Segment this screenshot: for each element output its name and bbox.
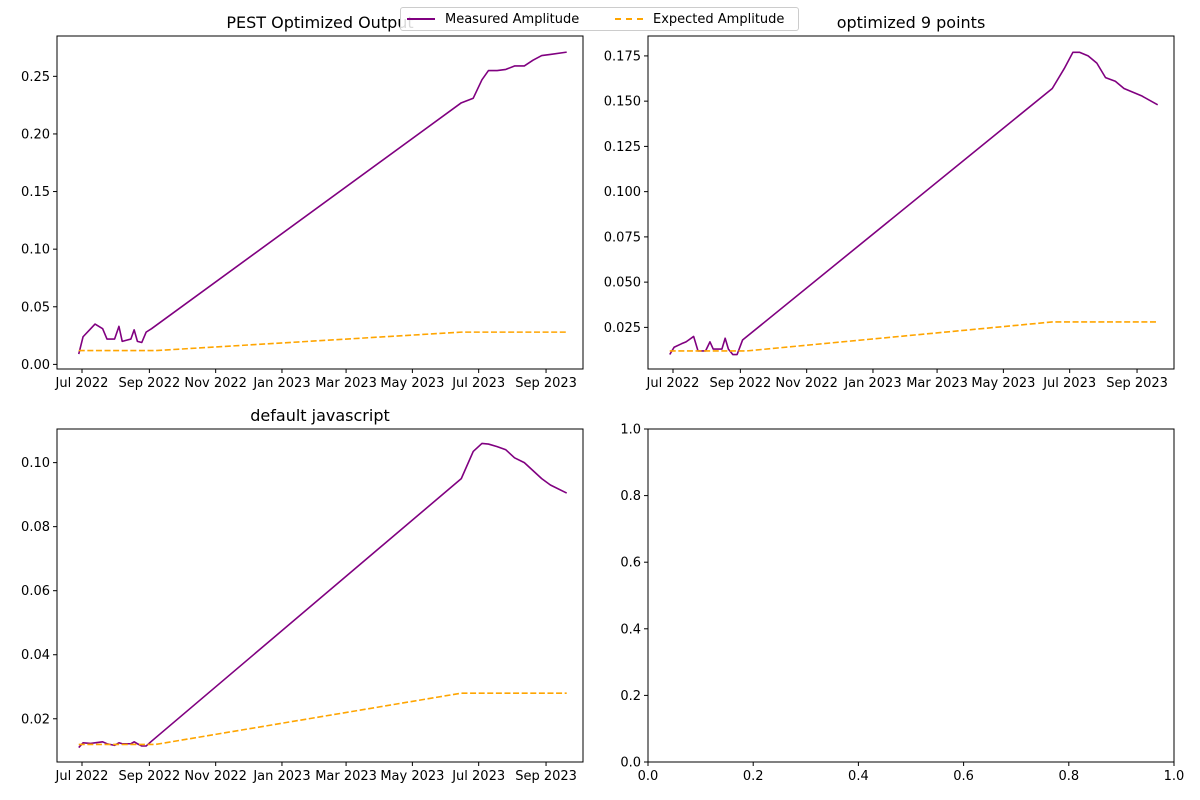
legend-item-measured: Measured Amplitude [407, 11, 579, 27]
y-tick-label: 0.04 [21, 648, 50, 663]
x-tick-label: Sep 2022 [119, 376, 181, 391]
legend-label-measured: Measured Amplitude [445, 11, 580, 27]
axes-frame [56, 35, 584, 370]
subplot-title: optimized 9 points [837, 13, 986, 32]
legend-item-expected: Expected Amplitude [615, 11, 784, 27]
y-tick-label: 0.00 [21, 358, 50, 373]
x-tick-label: 0.0 [638, 769, 659, 784]
y-tick-label: 0.05 [21, 300, 50, 315]
x-tick-label: May 2023 [380, 376, 444, 391]
x-tick-label: Jul 2023 [451, 769, 505, 784]
series-line-measured-amplitude [77, 51, 567, 355]
y-tick-label: 0.100 [604, 185, 641, 200]
axes-frame [647, 35, 1175, 370]
series-line-measured-amplitude [669, 51, 1159, 356]
axes-frame [56, 428, 584, 763]
series-line-expected-amplitude [78, 331, 567, 352]
x-tick-label: Sep 2022 [119, 769, 181, 784]
x-tick-label: Sep 2023 [515, 376, 577, 391]
series-line-measured-amplitude [78, 442, 568, 749]
x-tick-label: May 2023 [971, 376, 1035, 391]
x-tick-label: 0.8 [1058, 769, 1079, 784]
legend-swatch-measured [407, 18, 435, 20]
subplot-title: default javascript [250, 406, 390, 425]
subplot-empty: 0.0 0.2 0.4 0.6 0.8 1.0 0.0 0.2 0.4 0.6 0.8 1.0 [620, 423, 1184, 785]
series-line-expected-amplitude [669, 321, 1158, 352]
y-tick-label: 0.10 [21, 243, 50, 258]
y-tick-label: 0.4 [620, 622, 641, 637]
axes-frame [647, 428, 1175, 763]
y-tick-label: 0.025 [604, 321, 641, 336]
y-tick-label: 0.050 [604, 276, 641, 291]
x-tick-label: 1.0 [1164, 769, 1185, 784]
x-tick-label: Nov 2022 [184, 769, 247, 784]
x-tick-label: Nov 2022 [184, 376, 247, 391]
x-tick-label: 0.6 [953, 769, 974, 784]
x-tick-label: Jan 2023 [843, 376, 901, 391]
y-tick-label: 0.20 [21, 127, 50, 142]
subplot-pest-optimized: Jul 2022 Sep 2022 Nov 2022 Jan 2023 Mar 2023… [21, 13, 584, 391]
x-tick-label: Sep 2023 [1106, 376, 1168, 391]
series-line-expected-amplitude [78, 692, 567, 746]
y-tick-label: 0.6 [620, 556, 641, 571]
y-tick-label: 0.175 [604, 49, 641, 64]
y-tick-label: 0.075 [604, 230, 641, 245]
figure-legend: Measured Amplitude Expected Amplitude [400, 7, 799, 31]
x-tick-label: Sep 2023 [515, 769, 577, 784]
x-tick-label: Mar 2023 [906, 376, 968, 391]
y-tick-label: 0.2 [620, 689, 641, 704]
x-tick-label: 0.4 [848, 769, 869, 784]
x-tick-label: Jul 2022 [646, 376, 700, 391]
x-tick-label: Jan 2023 [252, 769, 310, 784]
subplot-default-javascript: Jul 2022 Sep 2022 Nov 2022 Jan 2023 Mar 2023… [21, 406, 584, 784]
y-tick-label: 0.10 [21, 456, 50, 471]
y-tick-label: 0.25 [21, 70, 50, 85]
subplot-optimized-9-points: Jul 2022 Sep 2022 Nov 2022 Jan 2023 Mar 2023… [604, 13, 1175, 391]
x-tick-label: Sep 2022 [710, 376, 772, 391]
y-tick-label: 0.15 [21, 185, 50, 200]
y-tick-label: 0.125 [604, 140, 641, 155]
legend-swatch-expected [615, 18, 643, 20]
y-tick-label: 0.06 [21, 584, 50, 599]
y-tick-label: 0.02 [21, 712, 50, 727]
y-tick-label: 0.8 [620, 489, 641, 504]
subplot-title: PEST Optimized Output [226, 13, 413, 32]
x-tick-label: 0.2 [743, 769, 764, 784]
x-tick-label: May 2023 [380, 769, 444, 784]
x-tick-label: Mar 2023 [315, 376, 377, 391]
y-tick-label: 0.150 [604, 95, 641, 110]
x-tick-label: Jul 2022 [55, 769, 109, 784]
y-tick-label: 0.0 [620, 756, 641, 771]
x-tick-label: Nov 2022 [775, 376, 838, 391]
y-tick-label: 0.08 [21, 520, 50, 535]
x-tick-label: Jul 2023 [451, 376, 505, 391]
x-tick-label: Jul 2023 [1042, 376, 1096, 391]
x-tick-label: Mar 2023 [315, 769, 377, 784]
y-tick-label: 1.0 [620, 423, 641, 438]
x-tick-label: Jan 2023 [252, 376, 310, 391]
x-tick-label: Jul 2022 [55, 376, 109, 391]
legend-label-expected: Expected Amplitude [653, 11, 785, 27]
